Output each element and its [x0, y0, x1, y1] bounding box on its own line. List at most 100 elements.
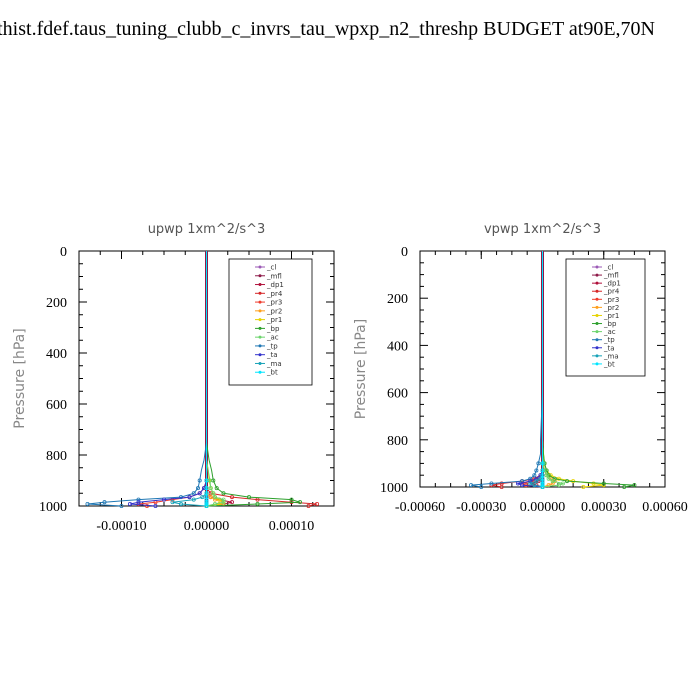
legend-label: _pr3 [603, 296, 619, 304]
y-tick-label: 0 [401, 245, 408, 260]
x-tick-label: -0.00060 [395, 500, 445, 515]
series-point [536, 461, 541, 466]
x-tick-label: 0.00010 [269, 519, 315, 534]
legend-label: _pr2 [266, 307, 282, 315]
series-point [546, 476, 551, 481]
series-point [178, 495, 183, 500]
series-point [208, 486, 213, 491]
series-point [534, 476, 539, 481]
series-point [212, 497, 217, 502]
series-point [204, 491, 209, 496]
series-line-tp [87, 251, 207, 507]
y-tick-label: 200 [46, 296, 67, 311]
legend-marker [258, 318, 262, 322]
y-tick-label: 1000 [380, 481, 408, 496]
legend-marker [258, 344, 262, 348]
series-point [208, 495, 213, 500]
legend-label: _dp1 [266, 281, 284, 289]
legend-label: _tp [266, 342, 278, 350]
series-point [556, 483, 561, 488]
legend-marker [595, 346, 599, 350]
legend-marker [595, 297, 599, 301]
series-point [489, 481, 494, 486]
chart-2: vpwp 1xm^2/s^3 Pressure [hPa] 0 200 400 600 80… [353, 222, 688, 515]
series-point [540, 461, 545, 466]
series-line-pr3 [520, 251, 543, 488]
series-point [297, 500, 302, 505]
x-tick-label: -0.00010 [96, 519, 146, 534]
series-point [221, 497, 226, 502]
legend-marker [595, 322, 599, 326]
series-point [540, 484, 545, 489]
series-point [119, 503, 124, 508]
series-line-pr1 [206, 251, 225, 507]
page-title: ltthist.fdef.taus_tuning_clubb_c_invrs_t… [0, 18, 655, 40]
legend-marker [595, 289, 599, 293]
legend-marker [258, 370, 262, 374]
series-point [204, 486, 209, 491]
y-axis-label: Pressure [hPa] [353, 319, 369, 419]
series-line-pr4 [491, 251, 543, 488]
series-point [136, 497, 141, 502]
x-tick-label: -0.00030 [456, 500, 506, 515]
legend-label: _mfl [603, 272, 619, 280]
series-point [622, 484, 627, 489]
legend-marker [595, 338, 599, 342]
series-point [581, 484, 586, 489]
legend-label: _ac [266, 334, 279, 342]
series-point [197, 491, 202, 496]
series-point [306, 503, 311, 508]
y-tick-label: 600 [46, 398, 67, 413]
legend-label: _dp1 [603, 280, 621, 288]
series-point [214, 486, 219, 491]
series-point [550, 479, 555, 484]
legend-marker [595, 305, 599, 309]
y-tick-label: 400 [387, 339, 408, 354]
legend-label: _ta [266, 351, 278, 359]
series-point [187, 495, 192, 500]
legend-marker [595, 281, 599, 285]
legend-label: _bp [266, 325, 280, 333]
legend-label: _ta [603, 344, 615, 352]
series-point [170, 500, 175, 505]
legend-label: _pr4 [266, 290, 283, 298]
series-point [532, 473, 537, 478]
series-line-ac [542, 251, 565, 488]
series-point [289, 497, 294, 502]
series-point [591, 481, 596, 486]
series-point [550, 481, 555, 486]
y-tick-label: 600 [387, 387, 408, 402]
series-point [208, 491, 213, 496]
legend-label: _ma [603, 352, 619, 360]
series-line-pr2 [206, 251, 224, 507]
series-point [204, 495, 209, 500]
series-point [178, 501, 183, 506]
series-point [479, 484, 484, 489]
y-tick-label: 200 [387, 292, 408, 307]
series-point [127, 501, 132, 506]
series-point [540, 479, 545, 484]
series-point [540, 483, 545, 488]
series-point [528, 479, 533, 484]
series-point [221, 491, 226, 496]
series-point [560, 481, 565, 486]
series-point [191, 491, 196, 496]
series-point [565, 479, 570, 484]
series-point [204, 478, 209, 483]
legend-marker [258, 335, 262, 339]
series-point [532, 483, 537, 488]
series-line-ma [172, 251, 207, 507]
series-point [469, 483, 474, 488]
legend-label: _pr3 [266, 299, 282, 307]
series-point [632, 483, 637, 488]
series-line-pr3 [138, 251, 207, 507]
legend-label: _pr1 [603, 312, 619, 320]
y-tick-label: 0 [60, 245, 67, 260]
legend-label: _ac [603, 328, 616, 336]
y-tick-label: 1000 [39, 500, 67, 515]
legend-label: _ma [266, 360, 282, 368]
series-point [314, 501, 319, 506]
series-point [540, 468, 545, 473]
series-point [161, 497, 166, 502]
legend-marker [258, 283, 262, 287]
